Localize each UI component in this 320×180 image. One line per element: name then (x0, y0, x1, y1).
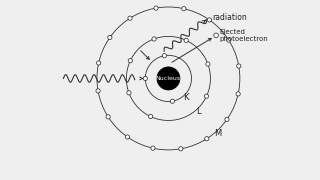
Circle shape (179, 147, 183, 151)
Circle shape (151, 146, 155, 150)
Circle shape (108, 35, 112, 40)
Circle shape (128, 58, 132, 63)
Circle shape (225, 117, 229, 122)
Circle shape (125, 135, 130, 139)
Text: Ejected
photoelectron: Ejected photoelectron (219, 29, 268, 42)
Circle shape (154, 6, 158, 10)
Circle shape (162, 54, 166, 58)
Text: L: L (196, 107, 201, 116)
Text: M: M (214, 129, 221, 138)
Circle shape (143, 76, 148, 80)
Circle shape (205, 137, 209, 141)
Circle shape (207, 18, 212, 22)
Text: radiation: radiation (212, 13, 247, 22)
Circle shape (227, 38, 231, 42)
Circle shape (214, 33, 219, 38)
Circle shape (148, 114, 153, 119)
Circle shape (128, 16, 132, 20)
Circle shape (237, 64, 241, 68)
Circle shape (152, 37, 156, 41)
Circle shape (106, 115, 110, 119)
Circle shape (97, 61, 101, 65)
Circle shape (206, 62, 210, 66)
Circle shape (127, 91, 131, 95)
Circle shape (236, 92, 240, 96)
Circle shape (170, 99, 174, 103)
Text: Nucleus: Nucleus (156, 76, 181, 81)
Circle shape (204, 94, 209, 98)
Text: K: K (183, 93, 188, 102)
Circle shape (157, 67, 180, 90)
Circle shape (182, 7, 186, 11)
Circle shape (96, 89, 100, 93)
Circle shape (184, 38, 188, 42)
